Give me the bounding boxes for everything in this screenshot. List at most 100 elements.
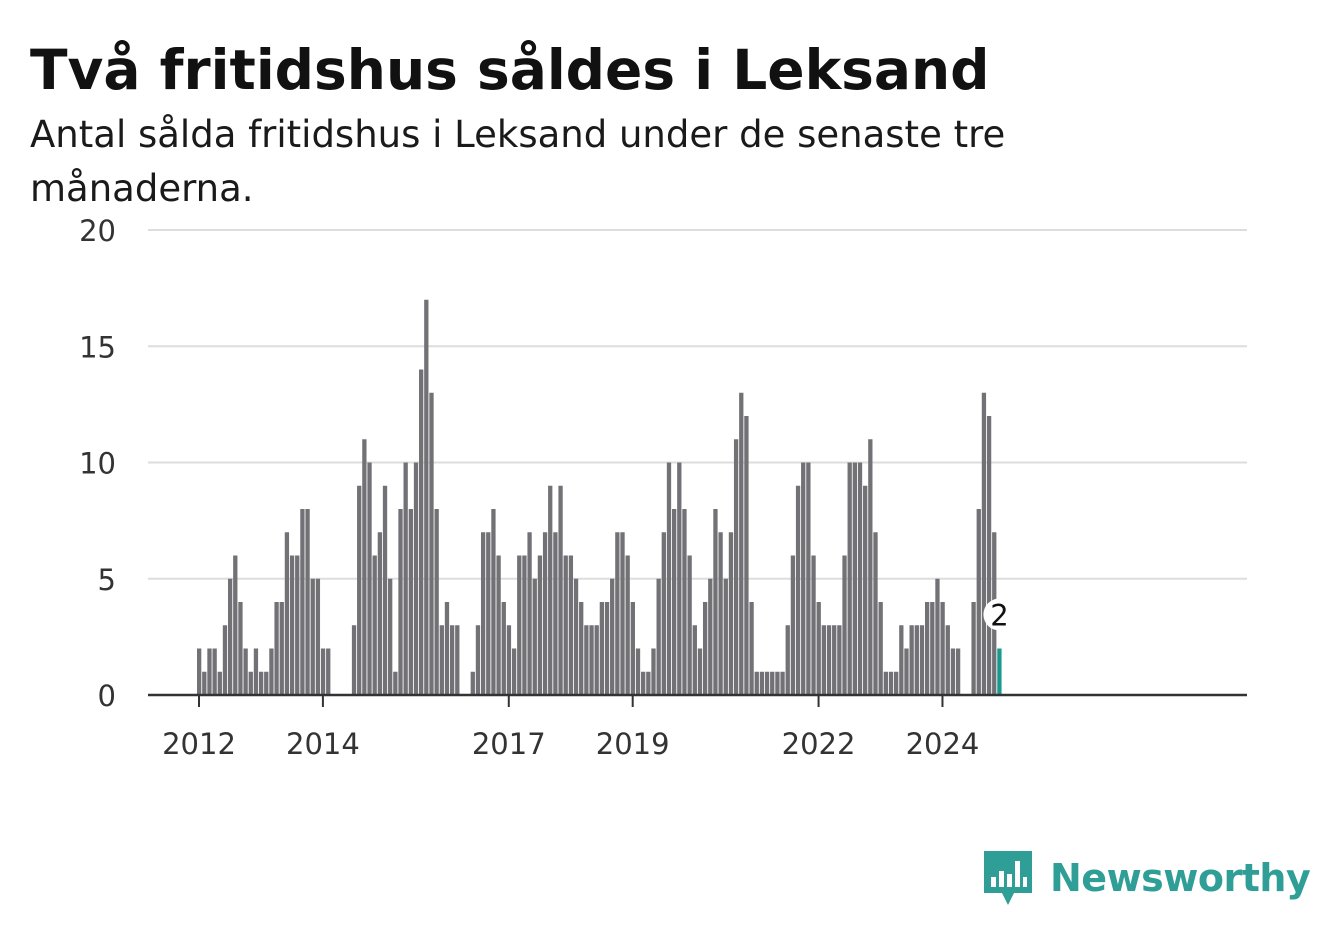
bar (584, 625, 589, 695)
bar (455, 625, 460, 695)
bar (563, 555, 568, 695)
bar (749, 602, 754, 695)
bar (863, 485, 868, 695)
bar (377, 532, 383, 695)
bar (682, 509, 687, 695)
highlight-value-label: 2 (990, 599, 1008, 633)
bar (511, 648, 517, 695)
bar (393, 671, 398, 695)
bar (444, 602, 450, 695)
bar (883, 671, 888, 695)
bar (924, 602, 930, 695)
bar (888, 671, 894, 695)
bar (790, 555, 796, 695)
x-tick-label-2012: 2012 (162, 727, 236, 761)
bar (517, 555, 522, 695)
bar (537, 555, 543, 695)
bar (258, 671, 264, 695)
x-tick-label-2017: 2017 (472, 727, 546, 761)
bar (852, 462, 857, 695)
bar (202, 671, 207, 695)
y-tick-label-20: 20 (79, 214, 116, 248)
chart-subtitle: Antal sålda fritidshus i Leksand under d… (30, 113, 1006, 210)
bar (553, 532, 558, 695)
bar (666, 462, 672, 695)
bar (248, 671, 253, 695)
bar (264, 671, 269, 695)
bar (413, 462, 419, 695)
bar (909, 625, 914, 695)
chart-title: Två fritidshus såldes i Leksand (30, 38, 990, 102)
bar (475, 625, 481, 695)
bar (408, 509, 413, 695)
bar (579, 602, 584, 695)
bar (702, 602, 708, 695)
bar (620, 532, 625, 695)
bar (894, 671, 899, 695)
bar (801, 462, 806, 695)
bar (656, 578, 661, 695)
bar-chart-speech-bubble-icon (984, 851, 1032, 905)
bar (878, 602, 883, 695)
y-tick-label-0: 0 (98, 679, 116, 713)
bar (274, 602, 279, 695)
bar (403, 462, 408, 695)
bar (604, 602, 610, 695)
x-tick-label-2014: 2014 (286, 727, 360, 761)
bar (398, 509, 403, 695)
bar (589, 625, 594, 695)
bar (207, 648, 212, 695)
bar (357, 485, 362, 695)
bar (868, 439, 873, 695)
bar (284, 532, 290, 695)
bar (362, 439, 367, 695)
bar (759, 671, 765, 695)
bar (677, 462, 682, 695)
bar (227, 578, 233, 695)
bar (914, 625, 919, 695)
bar (568, 555, 574, 695)
bar (388, 578, 393, 695)
bar (635, 648, 641, 695)
bar (899, 625, 904, 695)
bar (728, 532, 734, 695)
bar (775, 671, 780, 695)
bar (295, 555, 300, 695)
bar (733, 439, 739, 695)
bar (326, 648, 331, 695)
bar (289, 555, 295, 695)
highlight-label-bg (983, 598, 1016, 631)
bar (212, 648, 217, 695)
bar (372, 555, 377, 695)
bar (955, 648, 961, 695)
bar (610, 578, 615, 695)
bar (470, 671, 475, 695)
bar (269, 648, 274, 695)
x-tick-label-2022: 2022 (782, 727, 856, 761)
bar (486, 532, 491, 695)
bar (816, 602, 821, 695)
bar (904, 648, 909, 695)
bar (723, 578, 728, 695)
bar (594, 625, 599, 695)
bar (197, 648, 202, 695)
bar (233, 555, 238, 695)
bar (351, 625, 357, 695)
bar (522, 555, 527, 695)
bar (279, 602, 284, 695)
bar (697, 648, 703, 695)
bar (542, 532, 548, 695)
bar (573, 578, 579, 695)
bar (847, 462, 852, 695)
bar (842, 555, 847, 695)
bar (419, 369, 424, 695)
bar (986, 416, 992, 695)
bar (382, 485, 388, 695)
bar (821, 625, 827, 695)
bar (625, 555, 630, 695)
bar (873, 532, 878, 695)
bar (310, 578, 315, 695)
bar (971, 602, 976, 695)
bar (630, 602, 635, 695)
bar (832, 625, 837, 695)
